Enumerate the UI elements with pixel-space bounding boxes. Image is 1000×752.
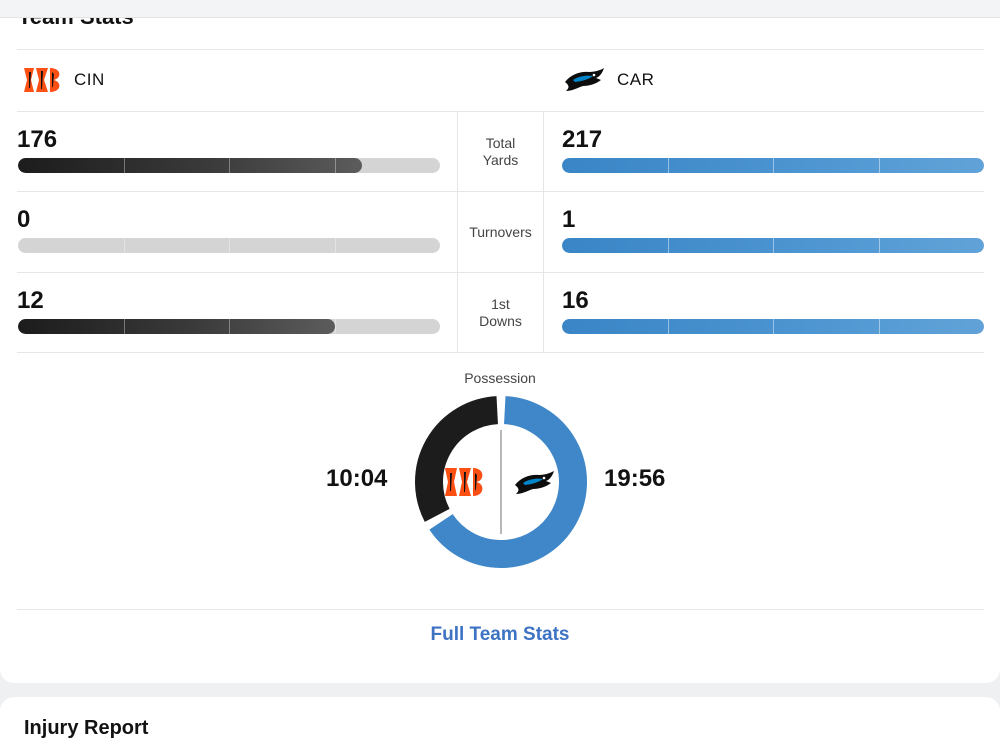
possession-arc-right xyxy=(429,396,587,568)
stat-value-right: 16 xyxy=(562,287,589,314)
divider xyxy=(17,609,984,610)
team-stats-card: Team Stats CIN CAR 176 Total Yards 217 0… xyxy=(0,0,1000,683)
stat-bar-right xyxy=(562,238,984,253)
team-header-right[interactable]: CAR xyxy=(563,60,654,100)
divider xyxy=(17,191,984,192)
divider xyxy=(17,111,984,112)
possession-arc-left xyxy=(415,396,499,522)
possession-time-left: 10:04 xyxy=(326,465,388,492)
team-abbr-right: CAR xyxy=(617,70,655,89)
full-team-stats-link[interactable]: Full Team Stats xyxy=(430,624,570,645)
stat-bar-right xyxy=(562,158,984,173)
stat-bar-left xyxy=(18,238,440,253)
divider xyxy=(17,272,984,273)
stat-value-left: 12 xyxy=(17,287,44,314)
possession-donut-chart xyxy=(415,396,587,568)
stat-label: Turnovers xyxy=(469,223,532,240)
team-abbr-left: CIN xyxy=(74,70,105,89)
divider xyxy=(17,49,984,50)
stat-row-total-yards: 176 Total Yards 217 xyxy=(17,112,984,192)
stat-value-right: 217 xyxy=(562,126,603,153)
injury-report-title: Injury Report xyxy=(24,717,149,739)
stat-label: Total Yards xyxy=(482,135,519,168)
panthers-logo-icon xyxy=(515,471,554,494)
stat-bar-left xyxy=(18,158,440,173)
column-separator xyxy=(457,112,458,353)
stat-value-left: 176 xyxy=(17,126,58,153)
panthers-logo-icon xyxy=(565,68,604,91)
stat-bar-left xyxy=(18,319,440,334)
team-header-left[interactable]: CIN xyxy=(22,60,105,100)
stat-value-left: 0 xyxy=(17,206,31,233)
stat-bar-right xyxy=(562,319,984,334)
stat-row-turnovers: 0 Turnovers 1 xyxy=(17,192,984,272)
divider xyxy=(17,352,984,353)
top-bar xyxy=(0,0,1000,18)
possession-title: Possession xyxy=(464,370,536,386)
column-separator xyxy=(543,112,544,353)
stat-value-right: 1 xyxy=(562,206,576,233)
stat-row-first-downs: 12 1st Downs 16 xyxy=(17,273,984,353)
stat-label: 1st Downs xyxy=(479,296,522,329)
bengals-logo-icon xyxy=(24,68,60,92)
injury-report-card: Injury Report xyxy=(0,697,1000,752)
bengals-logo-icon xyxy=(445,468,483,496)
possession-time-right: 19:56 xyxy=(604,465,666,492)
